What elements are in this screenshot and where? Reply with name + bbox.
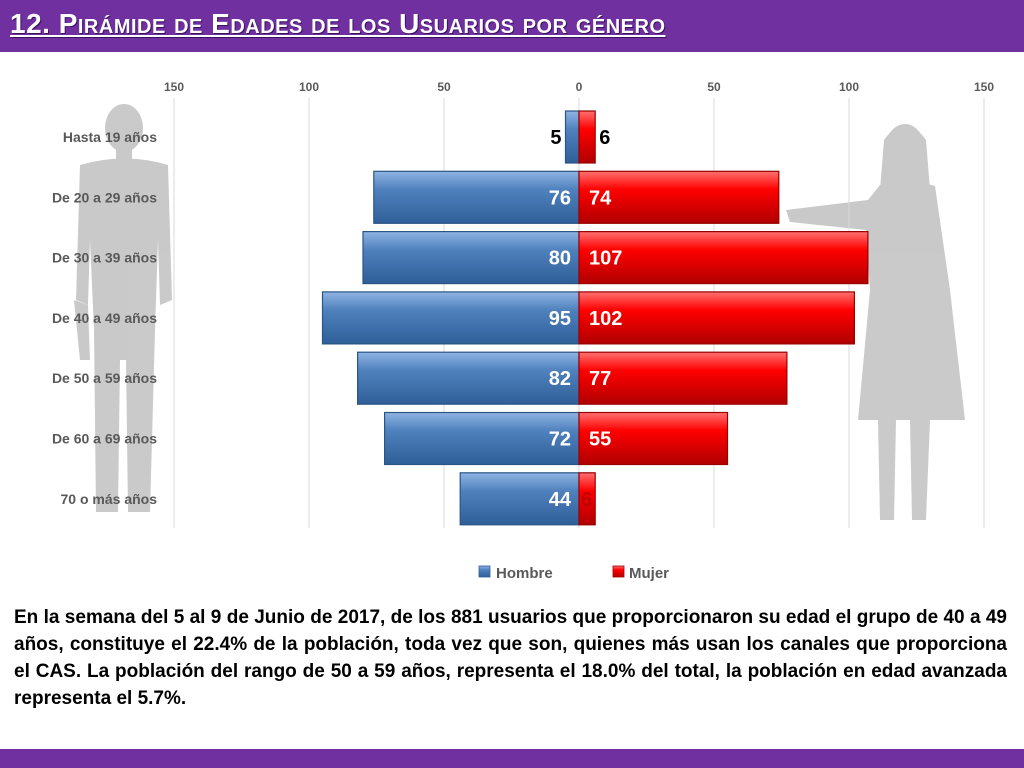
x-tick-label: 100 [839, 80, 859, 94]
bar-hombre [564, 110, 580, 164]
legend-label-mujer: Mujer [629, 565, 669, 582]
bar-hombre [384, 411, 580, 466]
bar-mujer [578, 110, 596, 164]
data-labels: 5 6 76 74 80 107 95 102 82 77 72 55 44 6 [549, 127, 623, 511]
data-label-hombre: 72 [549, 429, 571, 451]
x-tick-label: 150 [974, 80, 994, 94]
category-label: Hasta 19 años [63, 129, 157, 145]
legend: Hombre Mujer [478, 565, 669, 582]
slide-title: 12. Pirámide de Edades de los Usuarios p… [10, 8, 666, 39]
data-label-mujer: 77 [589, 368, 611, 390]
bar-hombre [321, 291, 580, 345]
bar-mujer [578, 411, 729, 466]
bar-mujer [578, 170, 780, 224]
data-label-mujer: 107 [589, 248, 622, 270]
category-label: De 20 a 29 años [52, 189, 157, 205]
title-bar: 12. Pirámide de Edades de los Usuarios p… [0, 0, 1024, 52]
legend-label-hombre: Hombre [496, 565, 553, 582]
category-label: De 40 a 49 años [52, 310, 157, 326]
x-tick-label: 50 [437, 80, 451, 94]
category-labels: Hasta 19 años De 20 a 29 años De 30 a 39 a… [52, 129, 157, 507]
bar-hombre [357, 351, 580, 405]
bar-hombre [373, 170, 580, 224]
legend-swatch-mujer [612, 565, 625, 578]
bar-mujer [578, 231, 869, 285]
bar-hombre [459, 472, 580, 526]
legend-swatch-hombre [478, 565, 491, 578]
bar-mujer [578, 351, 788, 405]
x-tick-label: 0 [576, 80, 583, 94]
data-label-mujer: 6 [599, 127, 610, 149]
bars [321, 110, 869, 526]
data-label-mujer: 55 [589, 429, 611, 451]
man-silhouette-icon [74, 104, 172, 512]
x-tick-label: 100 [299, 80, 319, 94]
x-axis-ticks: 150 100 50 0 50 100 150 [164, 80, 994, 94]
woman-silhouette-icon [786, 124, 965, 520]
data-label-hombre: 5 [550, 127, 561, 149]
data-label-hombre: 76 [549, 187, 571, 209]
data-label-mujer: 74 [589, 187, 612, 209]
data-label-hombre: 82 [549, 368, 571, 390]
data-label-mujer: 102 [589, 308, 622, 330]
data-label-mujer: 6 [581, 489, 592, 511]
bar-mujer [578, 472, 596, 526]
description-paragraph: En la semana del 5 al 9 de Junio de 2017… [14, 607, 1007, 709]
category-label: 70 o más años [61, 491, 158, 507]
bar-hombre [362, 231, 580, 285]
bar-mujer [578, 291, 855, 345]
category-label: De 30 a 39 años [52, 250, 157, 266]
category-label: De 50 a 59 años [52, 370, 157, 386]
category-label: De 60 a 69 años [52, 431, 157, 447]
population-pyramid-chart: 150 100 50 0 50 100 150 Hasta 19 años De 20 a 2… [52, 80, 994, 582]
x-tick-label: 50 [707, 80, 721, 94]
footer-bar [0, 749, 1024, 768]
data-label-hombre: 95 [549, 308, 571, 330]
data-label-hombre: 44 [549, 489, 572, 511]
data-label-hombre: 80 [549, 248, 571, 270]
x-tick-label: 150 [164, 80, 184, 94]
